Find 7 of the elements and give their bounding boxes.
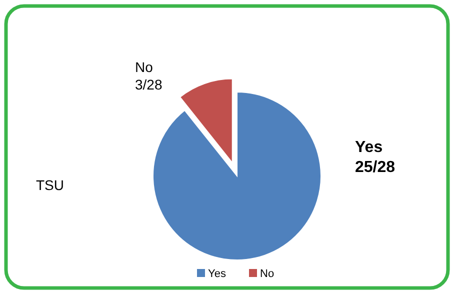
text: TSU	[36, 177, 64, 193]
legend-label: Yes	[208, 268, 226, 280]
data-label: 25/28	[355, 159, 396, 176]
legend-label: No	[260, 268, 274, 280]
slice-label: Yes	[355, 139, 383, 156]
slice-label: No	[135, 59, 154, 75]
data-label: 3/28	[135, 76, 162, 92]
